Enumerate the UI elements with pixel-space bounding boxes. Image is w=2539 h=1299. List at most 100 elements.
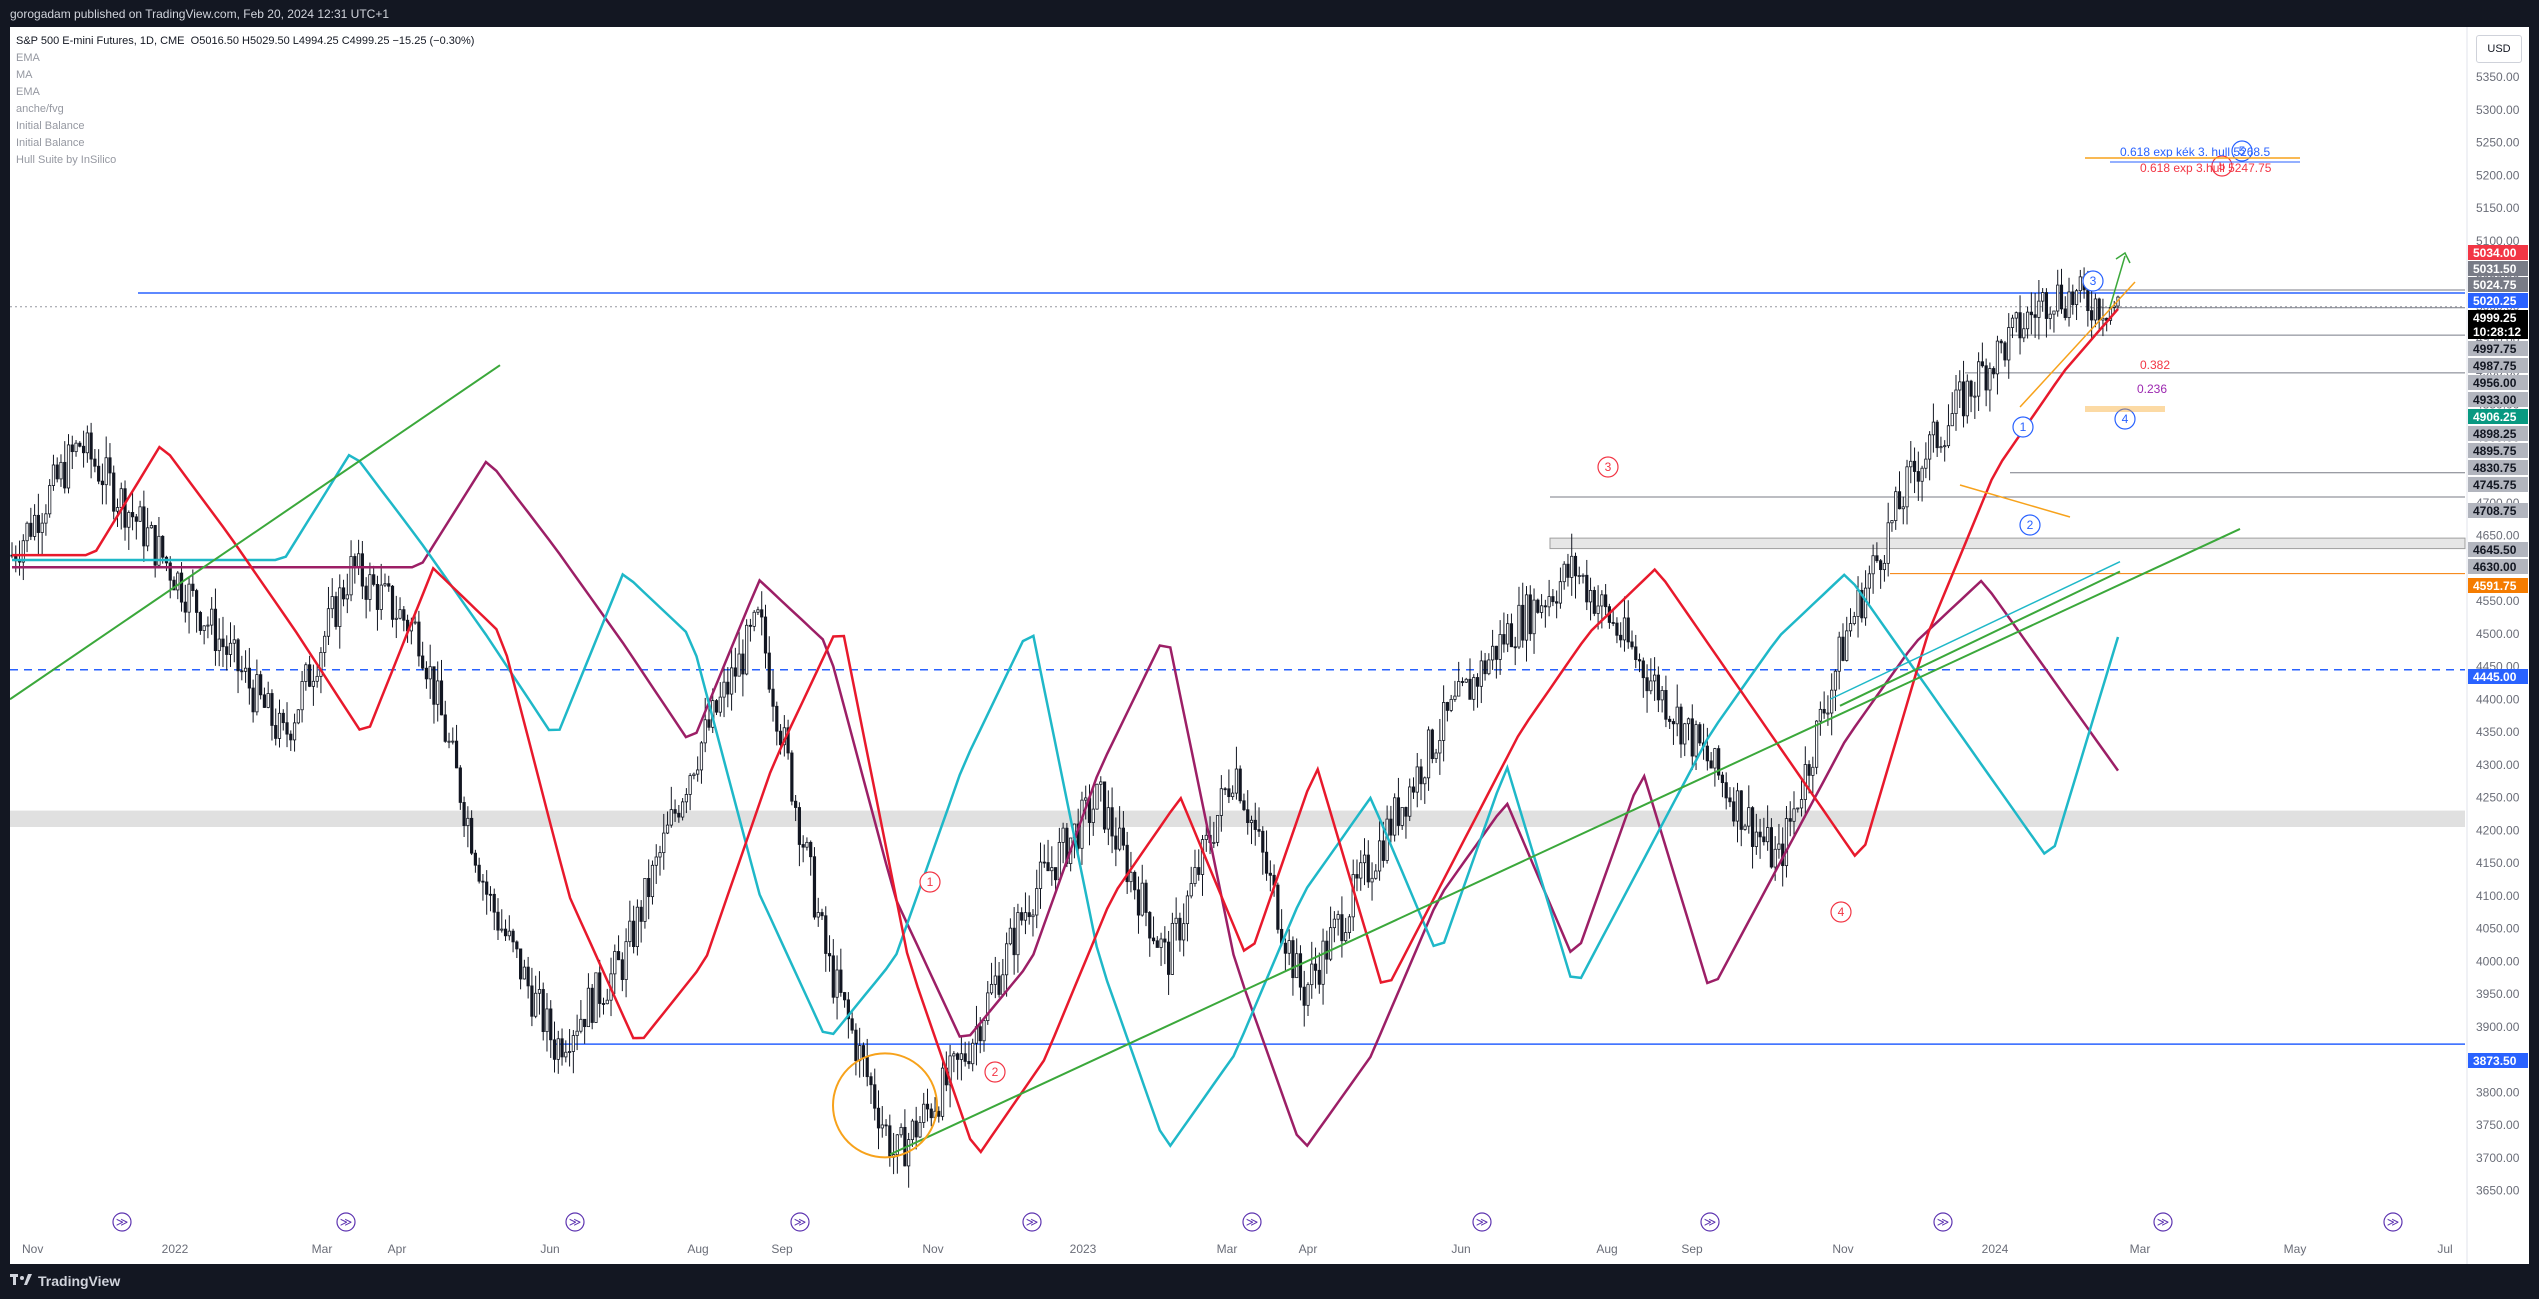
candle-body [130,512,135,518]
candle-body [1423,777,1427,785]
currency-button[interactable]: USD [2476,35,2522,63]
session-marker-icon[interactable] [1472,1212,1492,1232]
legend-panel: S&P 500 E-mini Futures, 1D, CME O5016.50… [16,33,474,169]
session-marker-icon[interactable] [112,1212,132,1232]
candle-body [1841,636,1845,661]
candle-body [575,1030,579,1036]
wave-label-blue-circle [2231,140,2253,162]
candle-body [1509,623,1514,648]
candle-body [81,445,86,454]
candle-body [1592,590,1596,614]
candle-body [971,1042,975,1065]
session-marker-icon[interactable] [2383,1212,2403,1232]
candle-body [1197,867,1201,875]
candle-body [2022,328,2026,339]
candle-body [1076,823,1080,849]
candle-body [537,989,542,994]
candle-body [240,670,244,673]
candle-body [632,920,636,948]
chart-frame[interactable]: 5350.00 5300.00 5250.00 5200.00 5150.00 5100.… [10,27,2529,1264]
candle-body [643,877,647,922]
candle-body [605,999,609,1005]
candle-body [1754,831,1758,847]
candle-body [2108,307,2113,321]
indicator-ma[interactable]: MA [16,69,33,81]
candle-body [206,624,210,627]
y-tick-label: 5350.00 [2476,70,2520,84]
session-marker-icon[interactable] [790,1212,810,1232]
candle-body [1415,766,1419,793]
candle-body [1426,729,1431,779]
candle-body [805,841,809,848]
bottom-bar: TradingView [0,1264,2539,1299]
indicator-ema-1[interactable]: EMA [16,52,40,64]
tradingview-logo-icon [10,1274,32,1285]
candle-body [583,1018,587,1028]
indicator-hull-suite[interactable]: Hull Suite by InSilico [16,154,117,166]
candle-body [119,488,123,508]
session-marker-icon[interactable] [1242,1212,1262,1232]
candle-body [1242,800,1246,811]
candle-body [398,609,402,619]
session-marker-icon[interactable] [565,1212,585,1232]
price-label-bg [2468,460,2528,475]
session-marker-glyph: ≫ [794,1215,807,1229]
wave-label-blue: 4 [2122,412,2129,426]
session-marker-icon[interactable] [336,1212,356,1232]
candle-body [1129,871,1133,883]
candle-body [2018,312,2022,339]
candle-body [1988,368,1992,391]
candle-body [658,852,662,858]
candle-body [601,1003,606,1005]
candle-body [1641,660,1645,679]
candle-body [665,824,670,834]
candle-body [402,609,406,621]
candle-body [1747,807,1751,827]
session-marker-icon[interactable] [2153,1212,2173,1232]
candle-body [1231,792,1235,798]
candle-body [1739,790,1743,830]
price-chart[interactable]: 5350.00 5300.00 5250.00 5200.00 5150.00 5100.… [10,27,2529,1264]
support-zone [10,810,2465,827]
candle-body [635,906,639,948]
session-marker-icon[interactable] [1933,1212,1953,1232]
candle-body [1306,984,1310,1006]
candle-body [1031,914,1035,918]
candle-body [1645,677,1649,692]
indicator-anche-fvg[interactable]: anche/fvg [16,103,64,115]
session-marker-glyph: ≫ [1704,1215,1717,1229]
candle-body [545,1008,549,1033]
candle-body [2010,317,2015,328]
candle-body [1442,702,1446,741]
candle-body [1897,491,1902,510]
price-label: 3873.50 [2473,1054,2517,1068]
candle-body [1543,605,1547,608]
price-label: 4933.00 [2473,393,2517,407]
candle-body [586,987,591,1028]
indicator-ema-2[interactable]: EMA [16,86,40,98]
candle-body [688,775,692,795]
candle-body [345,594,349,600]
candle-body [112,472,116,512]
candle-body [1524,594,1529,641]
candle-body [1784,818,1789,867]
indicator-initial-balance-1[interactable]: Initial Balance [16,120,85,132]
candle-body [534,992,538,1017]
candle-body [1984,365,1988,391]
session-marker-icon[interactable] [1022,1212,1042,1232]
candle-body [797,807,801,845]
session-marker-glyph: ≫ [569,1215,582,1229]
candle-body [243,667,248,672]
price-label-bg [2468,392,2528,407]
candle-body [1954,389,1958,414]
candle-body [1513,646,1517,649]
indicator-initial-balance-2[interactable]: Initial Balance [16,137,85,149]
brand[interactable]: TradingView [10,1273,120,1289]
x-tick-label: Jun [540,1242,559,1256]
symbol-title[interactable]: S&P 500 E-mini Futures, 1D, CME O5016.50… [16,33,474,50]
candle-body [733,667,737,677]
candle-body [308,664,312,687]
candle-body [458,767,462,803]
candle-body [1924,458,1928,469]
session-marker-icon[interactable] [1700,1212,1720,1232]
